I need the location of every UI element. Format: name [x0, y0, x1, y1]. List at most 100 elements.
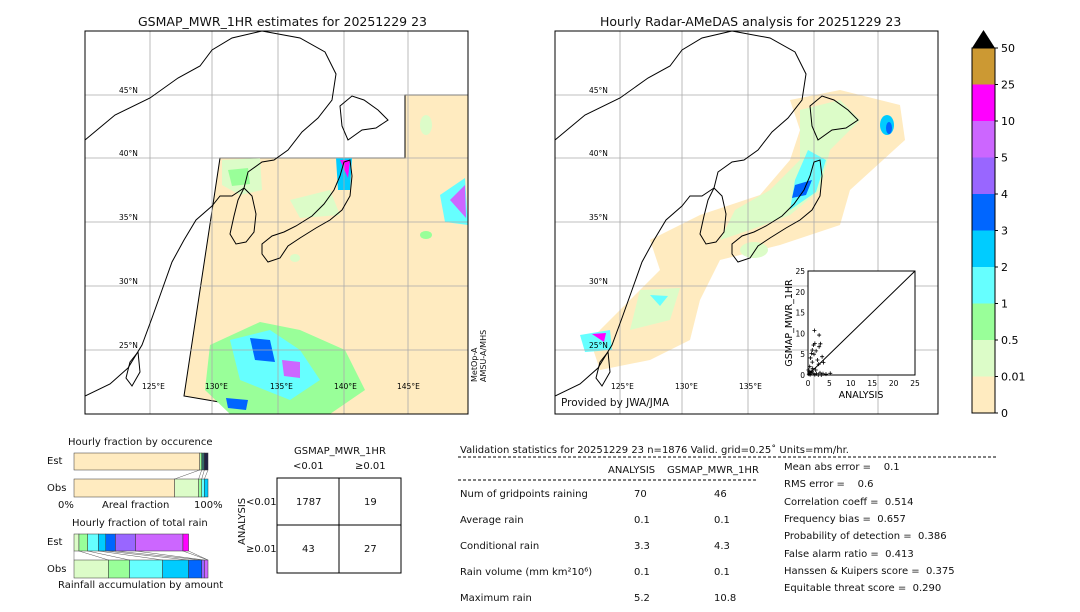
- colorbar-extend-arrow: [972, 30, 995, 48]
- fraction-segment: [78, 533, 88, 552]
- colorbar-label: 25: [1001, 79, 1015, 92]
- fraction-segment: [73, 452, 200, 471]
- coastline-hokkaido: [339, 95, 389, 141]
- stat-label: Rain volume (mm km²10⁶): [460, 567, 593, 578]
- scatter-point: [821, 360, 826, 365]
- coastline-korea: [229, 187, 257, 245]
- rain-area: [792, 180, 812, 198]
- lon-label: 135°E: [270, 382, 293, 391]
- one-to-one-line: [807, 270, 916, 376]
- rain-area: [340, 160, 350, 178]
- coastline-mainland: [555, 31, 807, 397]
- y-tick-label: 15: [795, 309, 805, 318]
- rain-area: [650, 295, 668, 306]
- stat-gsmap-value: 0.1: [714, 515, 730, 526]
- scatter-point: [808, 372, 813, 377]
- sensor-label: MetOp-A AMSU-A/MHS: [470, 330, 488, 382]
- fraction-segment: [201, 452, 205, 471]
- colorbar-label: 2: [1001, 261, 1008, 274]
- fraction-segment: [204, 478, 209, 498]
- fraction-segment: [199, 452, 202, 471]
- fraction-segment: [201, 559, 205, 579]
- colorbar-segment: [972, 157, 995, 194]
- lat-label: 30°N: [589, 277, 608, 286]
- table-col-label: ≥0.01: [355, 461, 386, 472]
- score-item: Hanssen & Kuipers score = 0.375: [784, 565, 955, 577]
- sensor-line-2: AMSU-A/MHS: [479, 329, 488, 382]
- stat-analysis-value: 5.2: [634, 593, 650, 604]
- colorbar-segment: [972, 376, 995, 413]
- connector-line: [198, 469, 202, 480]
- right-map-title: Hourly Radar-AMeDAS analysis for 2025122…: [600, 14, 902, 29]
- score-item: Frequency bias = 0.657: [784, 513, 906, 525]
- score-item: Mean abs error = 0.1: [784, 462, 900, 473]
- table-cell: 27: [364, 544, 377, 555]
- scatter-point: [817, 333, 822, 338]
- areal-fraction-label: Areal fraction: [102, 500, 170, 511]
- stat-analysis-value: 0.1: [634, 567, 650, 578]
- lat-label: 35°N: [119, 213, 138, 222]
- colorbar-label: 3: [1001, 225, 1008, 238]
- credit-label: Provided by JWA/JMA: [561, 397, 670, 409]
- colorbar-segment: [972, 267, 995, 304]
- scatter-point: [819, 373, 824, 377]
- fraction-segment: [135, 533, 184, 552]
- colorbar-label: 5: [1001, 152, 1008, 165]
- lat-label: 25°N: [589, 341, 608, 350]
- fraction-segment: [162, 559, 189, 579]
- scatter-point: [812, 328, 817, 333]
- stat-label: Average rain: [460, 515, 524, 526]
- table-cell: 19: [364, 497, 377, 508]
- stats-col-analysis: ANALYSIS: [608, 465, 656, 476]
- rain-area: [228, 168, 250, 186]
- coastline-mainland: [85, 31, 337, 397]
- scatter-point: [811, 343, 816, 348]
- fraction-segment: [98, 533, 107, 552]
- connector-line: [188, 550, 209, 561]
- scatter-point: [810, 348, 815, 353]
- fraction-segment: [105, 533, 116, 552]
- scatter-point: [812, 372, 817, 377]
- y-tick-label: 5: [800, 350, 805, 359]
- lon-label: 125°E: [142, 382, 165, 391]
- connector-line: [87, 550, 130, 561]
- scatter-point: [817, 344, 822, 349]
- scatter-point: [808, 355, 813, 360]
- sensor-line-1: MetOp-A: [470, 347, 479, 382]
- stat-analysis-value: 3.3: [634, 541, 650, 552]
- stat-analysis-value: 70: [634, 489, 647, 500]
- coastline-japan: [731, 159, 823, 263]
- coastline-japan: [261, 159, 353, 263]
- accumulation-label: Rainfall accumulation by amount: [58, 580, 224, 591]
- scatter-point: [817, 370, 822, 375]
- stat-gsmap-value: 4.3: [714, 541, 730, 552]
- lon-label: 140°E: [334, 382, 357, 391]
- fraction-segment: [201, 478, 205, 498]
- left-map-frame: [84, 30, 469, 415]
- table-col-label: <0.01: [293, 461, 324, 472]
- stat-gsmap-value: 0.1: [714, 567, 730, 578]
- left-map-title: GSMAP_MWR_1HR estimates for 20251229 23: [138, 14, 427, 29]
- y-axis-label: GSMAP_MWR_1HR: [784, 279, 795, 367]
- connector-line: [201, 469, 205, 480]
- lon-label: 130°E: [205, 382, 228, 391]
- stat-analysis-value: 0.1: [634, 515, 650, 526]
- table-col-title: GSMAP_MWR_1HR: [294, 446, 386, 457]
- table-row-label: <0.01: [246, 497, 277, 508]
- rain-area: [226, 398, 248, 410]
- rain-area: [630, 288, 680, 330]
- y-tick-label: 0: [800, 371, 805, 380]
- x-tick-label: 10: [846, 379, 856, 388]
- stat-label: Maximum rain: [460, 593, 532, 604]
- lon-label: 145°E: [397, 382, 420, 391]
- lon-label: 135°E: [739, 382, 762, 391]
- rain-area: [740, 242, 768, 258]
- est-label: Est: [47, 456, 63, 467]
- obs-label: Obs: [47, 483, 67, 494]
- rain-area: [290, 254, 300, 262]
- fraction-segment: [73, 478, 175, 498]
- table-row-label: ≥0.01: [246, 544, 277, 555]
- colorbar-segment: [972, 303, 995, 340]
- tick-100: 100%: [194, 500, 223, 511]
